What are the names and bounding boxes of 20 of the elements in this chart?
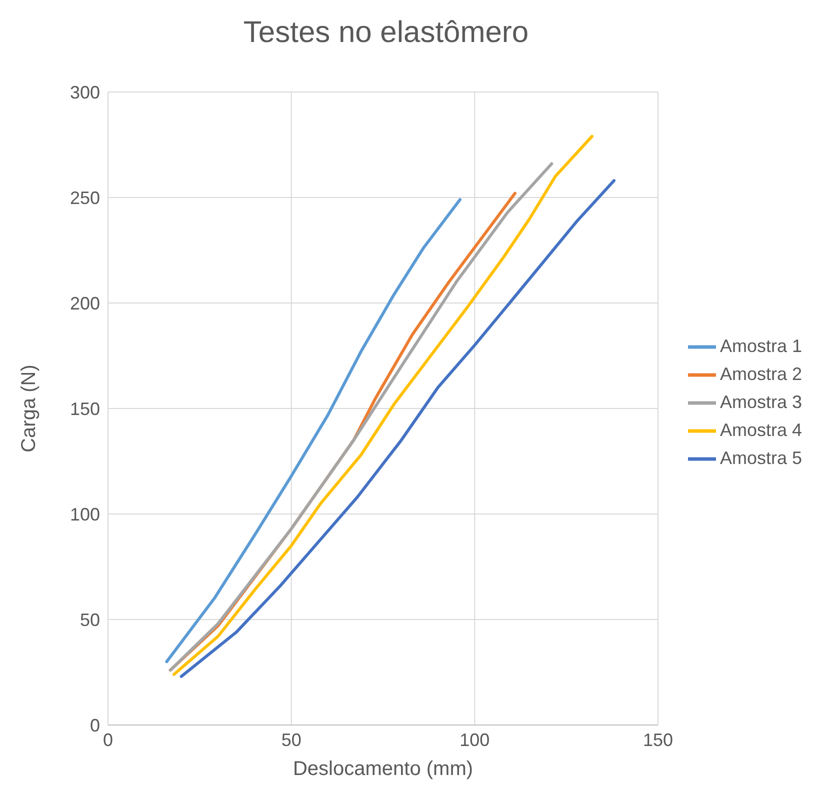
- chart-title: Testes no elastômero: [242, 16, 530, 50]
- legend-label: Amostra 3: [720, 392, 802, 412]
- y-tick-label: 50: [80, 610, 100, 630]
- y-axis-title: Carga (N): [18, 364, 40, 452]
- x-axis-title: Deslocamento (mm): [292, 758, 474, 780]
- y-tick-label: 200: [70, 293, 100, 314]
- y-tick-label: 0: [90, 715, 100, 736]
- y-tick-label: 300: [70, 82, 100, 102]
- y-tick-label: 100: [70, 504, 100, 524]
- x-tick-label: 0: [102, 730, 114, 750]
- legend-label: Amostra 1: [720, 336, 802, 356]
- x-tick-label: 150: [642, 730, 674, 750]
- legend-label: Amostra 4: [720, 420, 802, 440]
- line-series: [165, 198, 462, 664]
- legend-label: Amostra 5: [720, 448, 802, 468]
- x-tick-label: 50: [281, 730, 302, 750]
- x-tick-label: 100: [460, 730, 490, 750]
- y-tick-label: 250: [70, 188, 100, 208]
- y-tick-label: 150: [70, 398, 100, 419]
- legend-label: Amostra 2: [720, 364, 802, 384]
